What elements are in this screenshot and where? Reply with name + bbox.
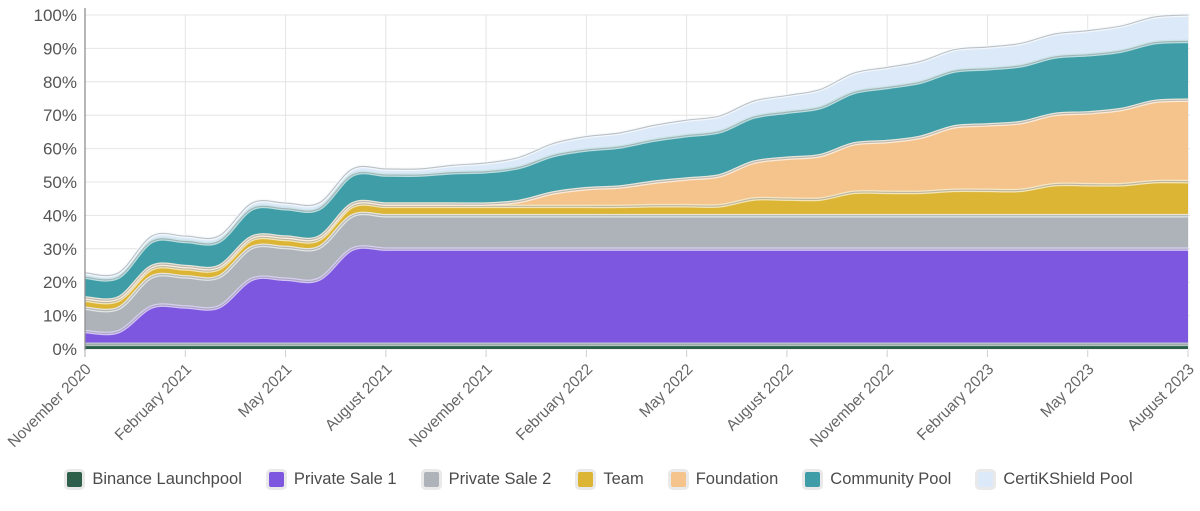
legend-label: Foundation [695, 470, 779, 488]
stacked-area-plot: 0% 10% 20% 30% 40% 50% 60% 70% 80% 90% 100% Novembe… [5, 6, 1198, 451]
x-tick-label: August 2023 [1124, 361, 1198, 435]
legend-item-certikshield-pool[interactable]: CertiKShield Pool [978, 470, 1133, 489]
boundary-halo [85, 179, 1189, 305]
legend-item-private-sale-2[interactable]: Private Sale 2 [423, 470, 552, 489]
y-axis-labels: 0% 10% 20% 30% 40% 50% 60% 70% 80% 90% 100% [34, 6, 77, 359]
chart-legend: Binance Launchpool Private Sale 1 Private … [0, 470, 1200, 489]
boundary-line [85, 246, 1188, 334]
x-tick-label: May 2022 [636, 361, 696, 421]
x-tick-label: May 2021 [235, 361, 295, 421]
legend-swatch [67, 472, 83, 487]
legend-swatch [978, 472, 994, 487]
area-foundation [85, 100, 1188, 303]
y-tick-label: 70% [43, 106, 77, 125]
boundary-halo [85, 13, 1189, 278]
boundary-halo [85, 211, 1188, 313]
legend-label: Team [603, 470, 644, 488]
boundary-halo [85, 98, 1189, 302]
area-team [85, 181, 1188, 311]
boundary-line [85, 212, 1188, 312]
y-tick-label: 0% [52, 340, 77, 359]
x-tick-label: February 2021 [112, 361, 195, 444]
boundary-line [85, 99, 1189, 301]
legend-swatch [578, 472, 594, 487]
y-tick-label: 50% [43, 173, 77, 192]
legend-item-private-sale-1[interactable]: Private Sale 1 [268, 470, 397, 489]
legend-label: Binance Launchpool [92, 470, 242, 488]
legend-item-community-pool[interactable]: Community Pool [805, 470, 951, 489]
area-series-group [85, 13, 1189, 349]
y-tick-label: 30% [43, 240, 77, 259]
legend-label: Community Pool [830, 470, 952, 488]
y-tick-label: 60% [43, 140, 77, 159]
legend-swatch [805, 472, 821, 487]
area-community-pool [85, 41, 1188, 301]
area-private-sale-2 [85, 213, 1188, 334]
area-private-sale-1 [85, 246, 1188, 345]
y-tick-label: 40% [43, 206, 77, 225]
boundary-line [85, 14, 1189, 277]
y-tick-label: 20% [43, 273, 77, 292]
y-tick-label: 100% [34, 6, 77, 25]
legend-swatch [268, 472, 284, 487]
legend-item-binance-launchpool[interactable]: Binance Launchpool [67, 470, 242, 489]
x-tick-label: February 2023 [914, 361, 997, 444]
legend-label: CertiKShield Pool [1003, 470, 1133, 488]
y-tick-label: 10% [43, 307, 77, 326]
boundary-halo [85, 39, 1189, 282]
boundary-line [85, 180, 1189, 304]
x-tick-label: February 2022 [513, 361, 596, 444]
y-tick-label: 90% [43, 39, 77, 58]
x-tick-label: May 2023 [1037, 361, 1097, 421]
x-tick-label: November 2021 [406, 361, 496, 451]
legend-swatch [670, 472, 686, 487]
legend-item-team[interactable]: Team [578, 470, 644, 489]
legend-label: Private Sale 1 [293, 470, 397, 488]
y-tick-label: 80% [43, 73, 77, 92]
x-tick-label: November 2020 [5, 361, 95, 451]
x-axis-labels: November 2020 February 2021 May 2021 August… [5, 361, 1198, 451]
x-tick-label: August 2021 [322, 361, 396, 435]
x-tick-label: November 2022 [807, 361, 897, 451]
boundary-line [85, 40, 1189, 281]
x-tick-label: August 2022 [723, 361, 797, 435]
legend-swatch [423, 472, 439, 487]
legend-label: Private Sale 2 [448, 470, 552, 488]
boundary-halo [85, 245, 1188, 336]
area-certikshield-pool [85, 15, 1188, 280]
legend-item-foundation[interactable]: Foundation [670, 470, 779, 489]
